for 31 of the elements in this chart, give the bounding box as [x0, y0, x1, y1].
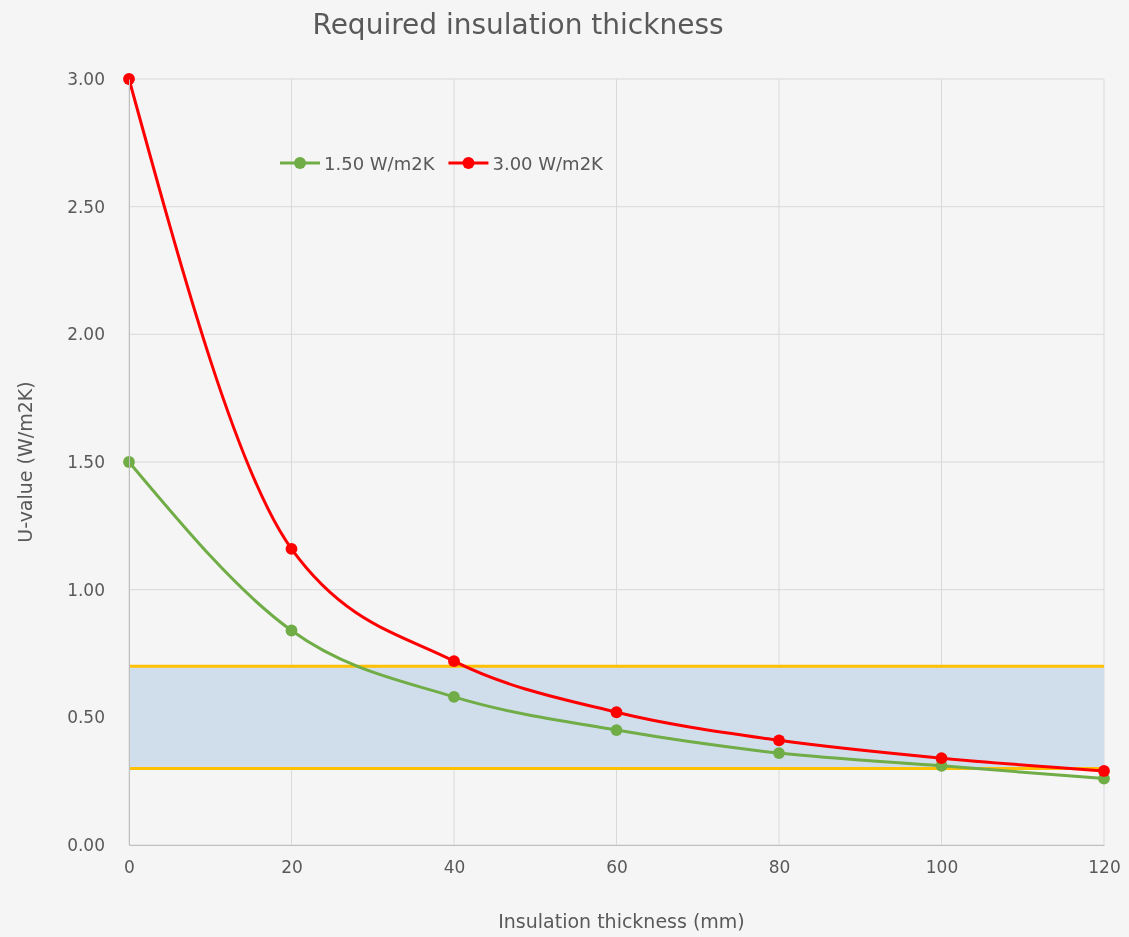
y-tick-label: 0.50: [67, 707, 105, 728]
point: [285, 542, 298, 555]
point: [123, 456, 135, 468]
point: [123, 73, 135, 85]
point: [448, 691, 460, 703]
y-tick-label: 2.50: [67, 196, 105, 217]
x-tick-label: 120: [1088, 857, 1121, 878]
point: [935, 752, 948, 765]
legend-label: 3.00 W/m2K: [492, 153, 605, 174]
point: [773, 734, 785, 747]
point: [1098, 765, 1110, 777]
chart-title: Required insulation thickness: [312, 8, 724, 41]
x-tick-label: 100: [925, 857, 959, 878]
legend-label: 1.50 W/m2K: [324, 153, 436, 174]
x-axis-title: Insulation thickness (mm): [498, 910, 745, 932]
x-tick-label: 60: [606, 857, 628, 878]
x-tick-label: 80: [768, 857, 791, 878]
x-tick-label: 0: [124, 857, 135, 878]
x-tick-label: 40: [443, 857, 466, 878]
point: [773, 747, 785, 759]
point: [285, 624, 298, 637]
y-tick-label: 0.00: [67, 834, 105, 855]
y-tick-label: 2.00: [67, 324, 105, 345]
point: [610, 706, 623, 719]
point: [448, 655, 460, 668]
x-tick-label: 20: [281, 857, 303, 878]
y-tick-label: 3.00: [67, 68, 105, 89]
y-tick-label: 1.50: [67, 451, 105, 472]
point: [610, 724, 623, 737]
y-tick-label: 1.00: [67, 579, 105, 600]
y-axis-title: U-value (W/m2K): [14, 381, 36, 543]
